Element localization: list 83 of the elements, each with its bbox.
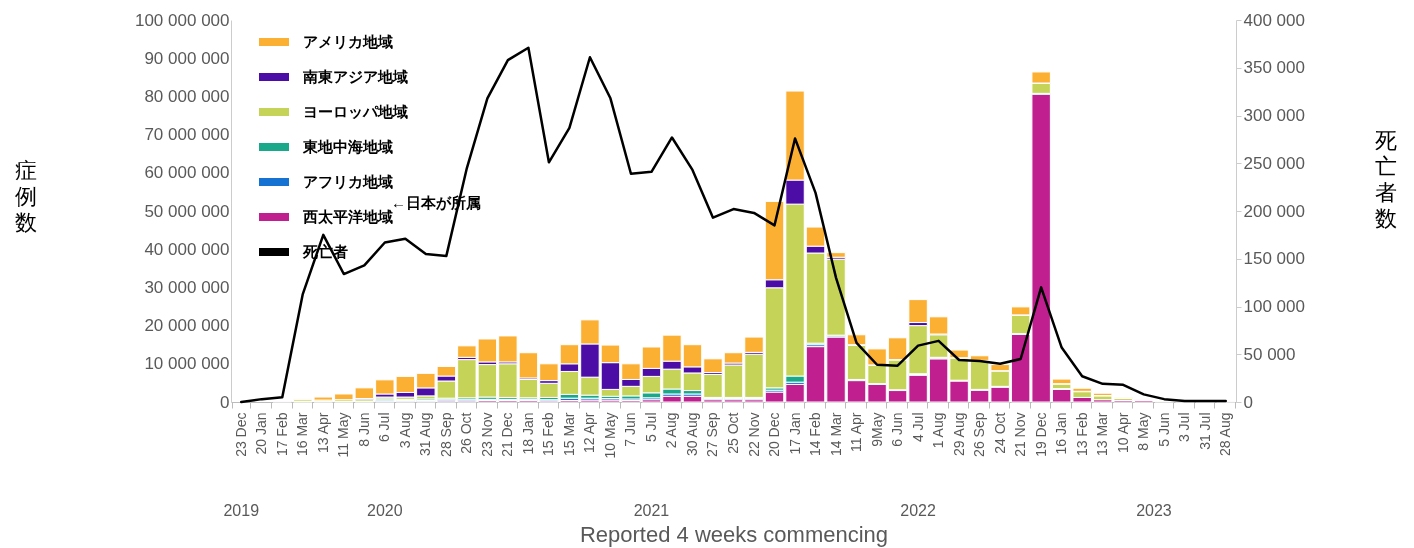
x-tick-label: 26 Oct: [458, 412, 475, 454]
x-tick-label: 10 May: [601, 412, 618, 459]
y2-tick-label: 0: [1243, 392, 1253, 412]
x-tick-label: 20 Jan: [253, 412, 270, 455]
x-tick-label: 6 Jul: [376, 412, 393, 443]
y2-axis-title: 死亡者数: [1374, 127, 1397, 231]
x-tick-label: 27 Sep: [704, 412, 721, 457]
x-tick-label: 2 Aug: [663, 412, 680, 449]
x-tick-label: 3 Aug: [396, 412, 413, 449]
x-tick-label: 15 Feb: [540, 412, 557, 457]
x-tick-label: 20 Dec: [766, 412, 783, 457]
x-tick-label: 13 Apr: [314, 412, 331, 453]
y-tick-label: 20 000 000: [144, 316, 230, 336]
x-tick-label: 1 Aug: [930, 412, 947, 449]
x-tick-label: 22 Nov: [745, 412, 762, 457]
y2-tick-label: 50 000: [1243, 344, 1296, 364]
text: 2020: [367, 502, 403, 519]
y-tick-label: 60 000 000: [144, 163, 230, 183]
x-tick-label: 15 Mar: [560, 412, 577, 457]
x-tick-label: 9May: [868, 412, 885, 447]
x-tick-label: 5 Jun: [1155, 412, 1172, 447]
text: 2019: [223, 502, 260, 519]
y2-tick-label: 250 000: [1243, 153, 1305, 173]
x-tick-label: 13 Feb: [1073, 412, 1090, 457]
y-tick-label: 40 000 000: [144, 239, 230, 259]
x-tick-label: 14 Mar: [827, 412, 844, 457]
x-tick-label: 16 Jan: [1053, 412, 1070, 455]
x-tick-label: 21 Nov: [1012, 412, 1029, 457]
text: 2022: [900, 502, 936, 519]
x-tick-label: 12 Apr: [581, 412, 598, 453]
legend-label: ヨーロッパ地域: [303, 103, 408, 120]
y-tick-label: 80 000 000: [144, 86, 230, 106]
text: 2021: [633, 502, 670, 519]
y2-tick-label: 300 000: [1243, 106, 1305, 125]
x-tick-label: 30 Aug: [683, 412, 700, 457]
x-tick-label: 17 Feb: [273, 412, 290, 457]
x-tick-label: 3 Jul: [1176, 412, 1193, 443]
y-tick-label: 90 000 000: [144, 48, 230, 68]
x-tick-label: 11 Apr: [848, 412, 865, 452]
y-tick-label: 70 000 000: [144, 125, 230, 145]
x-tick-label: 19 Dec: [1032, 412, 1049, 457]
y-tick-label: 0: [220, 392, 230, 412]
y-tick-label: 10 000 000: [144, 354, 230, 374]
y-tick-label: 100 000 000: [134, 10, 230, 30]
x-tick-label: 5 Jul: [642, 412, 659, 443]
legend-label: 南東アジア地域: [302, 68, 408, 85]
x-tick-label: 10 Apr: [1114, 412, 1131, 453]
x-tick-label: 8 Jun: [355, 412, 372, 447]
y-tick-label: 30 000 000: [144, 277, 230, 297]
x-tick-label: 18 Jan: [519, 412, 536, 455]
x-tick-label: 24 Oct: [991, 412, 1008, 454]
y2-tick-label: 400 000: [1243, 10, 1305, 30]
y2-tick-label: 150 000: [1243, 249, 1305, 269]
x-tick-label: 31 Aug: [417, 412, 434, 457]
x-tick-label: 21 Dec: [499, 412, 516, 457]
x-tick-label: 31 Jul: [1196, 412, 1213, 450]
x-tick-label: 13 Mar: [1094, 412, 1111, 457]
x-tick-label: 17 Jan: [786, 412, 803, 455]
legend-label: 西太平洋地域: [302, 208, 393, 225]
x-tick-label: 14 Feb: [807, 412, 824, 457]
x-tick-label: 23 Dec: [232, 412, 249, 457]
x-tick-label: 4 Jul: [909, 412, 926, 443]
y-axis-title: 症例数: [14, 157, 37, 235]
x-axis-title: Reported 4 weeks commencing: [579, 521, 889, 547]
y2-tick-label: 200 000: [1243, 201, 1305, 221]
x-tick-label: 23 Nov: [478, 412, 495, 457]
x-tick-label: 28 Sep: [437, 412, 454, 457]
x-tick-label: 26 Sep: [971, 412, 988, 457]
y2-tick-label: 100 000: [1243, 297, 1305, 316]
x-tick-label: 16 Mar: [294, 412, 311, 457]
y-tick-label: 50 000 000: [144, 201, 230, 221]
text: 2023: [1136, 502, 1172, 519]
x-tick-label: 6 Jun: [889, 412, 906, 447]
y2-tick-label: 350 000: [1243, 58, 1305, 78]
x-tick-label: 11 May: [335, 412, 352, 458]
x-tick-label: 29 Aug: [950, 412, 967, 457]
legend-label: アフリカ地域: [303, 173, 393, 190]
x-tick-label: 7 Jun: [622, 412, 639, 447]
x-tick-label: 8 May: [1135, 412, 1152, 451]
legend-label: アメリカ地域: [303, 33, 393, 50]
x-tick-label: 25 Oct: [725, 412, 741, 454]
x-tick-label: 28 Aug: [1217, 412, 1234, 457]
legend-label: 東地中海地域: [302, 138, 393, 155]
